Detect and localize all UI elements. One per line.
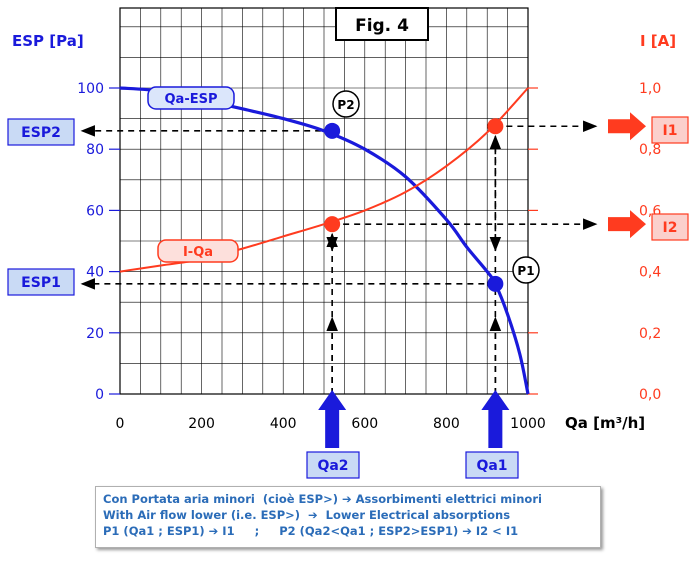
caption-line-1: Con Portata aria minori (cioè ESP>) ➔ As… — [103, 492, 542, 506]
esp2-label-box — [7, 118, 75, 146]
y-right-tick-label: 0,8 — [639, 142, 661, 158]
series-label-i-qa-box — [157, 239, 239, 263]
y-left-tick-label: 40 — [86, 265, 104, 281]
x-tick-label: 600 — [351, 416, 378, 432]
y-left-tick-label: 80 — [86, 142, 104, 158]
point-p1 — [487, 275, 504, 292]
chart-title: Fig. 4 — [355, 16, 409, 36]
i1-label-box — [651, 116, 689, 144]
caption-line-3: P1 (Qa1 ; ESP1) ➔ I1 ; P2 (Qa2<Qa1 ; ESP… — [103, 524, 519, 538]
x-tick-label: 1000 — [510, 416, 546, 432]
point-p2 — [324, 122, 341, 139]
qa2-label: Qa2 — [317, 458, 348, 474]
x-tick-label: 200 — [188, 416, 215, 432]
qa1-label: Qa1 — [476, 458, 507, 474]
chart: 0 200 400 600 800 1000 0 20 40 60 80 100 0,0 0,2 0,4 0,… — [7, 7, 689, 479]
qa2-arrow — [318, 390, 347, 448]
y-right-axis-label: I [A] — [640, 32, 676, 50]
x-tick-label: 400 — [270, 416, 297, 432]
x-tick-label: 800 — [433, 416, 460, 432]
plot-area — [119, 7, 529, 395]
y-left-tick-label: 20 — [86, 326, 104, 342]
qa2-label-box — [306, 451, 360, 479]
y-left-tick-label: 0 — [95, 387, 104, 403]
y-left-tick-label: 60 — [86, 203, 104, 219]
title-box — [335, 7, 429, 41]
i1-arrow — [608, 112, 646, 141]
current-point-1 — [487, 118, 504, 135]
y-right-tick-label: 0,0 — [639, 387, 661, 403]
i2-label-box — [651, 213, 689, 241]
y-right-tick-label: 1,0 — [639, 81, 661, 97]
p2-label-circle — [332, 90, 360, 118]
series-label-qa-esp-box — [147, 86, 235, 110]
qa1-label-box — [465, 451, 519, 479]
i2-label: I2 — [663, 220, 678, 236]
grid — [120, 8, 528, 394]
current-point-2 — [324, 216, 341, 233]
p2-label: P2 — [337, 98, 354, 112]
y-left-axis-label: ESP [Pa] — [12, 32, 84, 50]
esp2-label: ESP2 — [21, 125, 61, 141]
caption-line-2: With Air flow lower (i.e. ESP>) ➔ Lower … — [103, 508, 511, 522]
qa1-arrow — [481, 390, 510, 448]
esp1-label: ESP1 — [21, 275, 61, 291]
x-axis-label: Qa [m³/h] — [565, 414, 645, 432]
p1-label: P1 — [517, 264, 534, 278]
y-right-tick-label: 0,2 — [639, 326, 661, 342]
series-label-qa-esp: Qa-ESP — [165, 92, 218, 107]
x-tick-label: 0 — [116, 416, 125, 432]
y-left-tick-label: 100 — [77, 81, 104, 97]
y-right-tick-label: 0,4 — [639, 265, 661, 281]
i1-label: I1 — [663, 123, 678, 139]
series-label-i-qa: I-Qa — [183, 245, 213, 260]
caption-box: Con Portata aria minori (cioè ESP>) ➔ As… — [95, 486, 601, 548]
esp1-label-box — [7, 268, 75, 296]
i2-arrow — [608, 210, 646, 239]
p1-label-circle — [512, 256, 540, 284]
